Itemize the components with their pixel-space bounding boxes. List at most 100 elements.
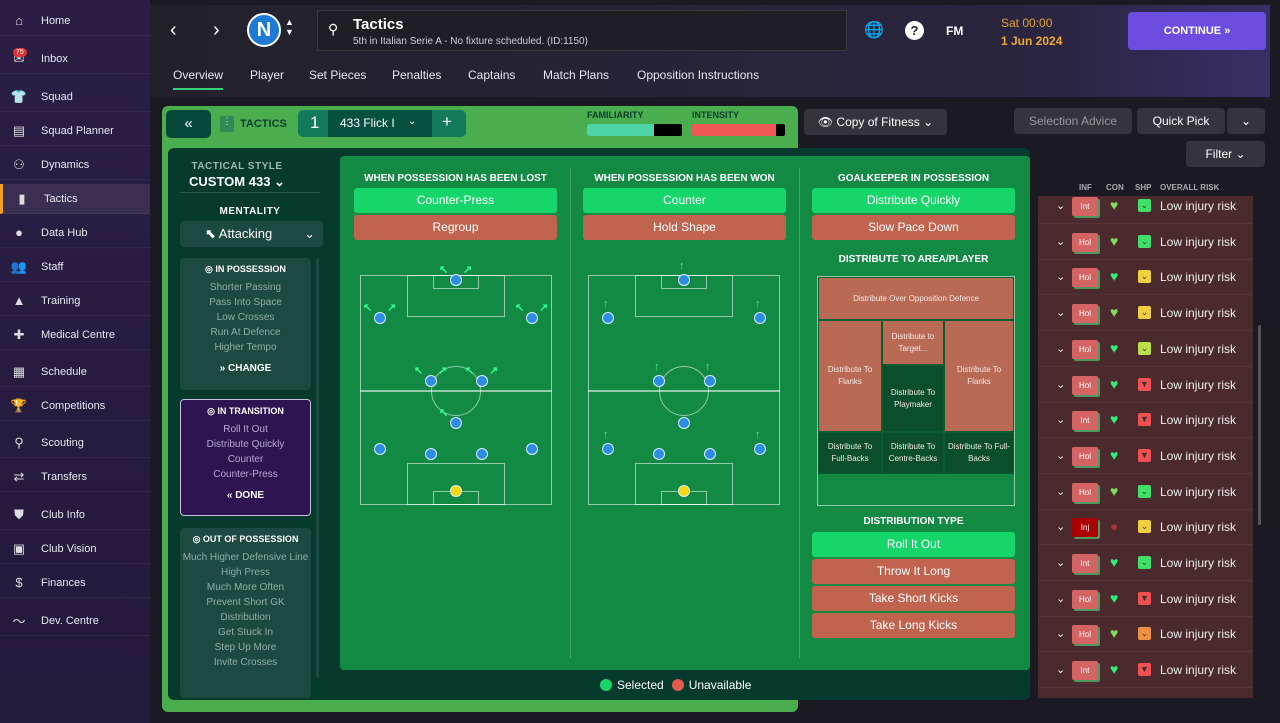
chevron-down-icon[interactable]: ⌄ bbox=[1056, 378, 1066, 391]
sidebar-item-data-hub[interactable]: ● Data Hub bbox=[0, 218, 150, 248]
add-tactic-button[interactable]: + bbox=[442, 112, 452, 131]
tab-match-plans[interactable]: Match Plans bbox=[543, 68, 610, 82]
distribution-type-option[interactable]: Roll It Out bbox=[812, 532, 1015, 557]
tab-set-pieces[interactable]: Set Pieces bbox=[309, 68, 367, 82]
option-hold-shape[interactable]: Hold Shape bbox=[583, 215, 786, 240]
distribution-zone[interactable]: Distribute To Flanks bbox=[818, 320, 882, 432]
selection-advice-button[interactable]: Selection Advice bbox=[1014, 108, 1132, 134]
table-row[interactable]: ⌄ Int ♥ ▼ Low injury risk bbox=[1038, 653, 1253, 689]
tactic-dropdown[interactable]: 433 Flick I ⌄ bbox=[328, 110, 432, 137]
table-row[interactable]: ⌄ Hol ♥ ▼ Low injury risk bbox=[1038, 582, 1253, 617]
in-possession-box[interactable]: ◎ IN POSSESSION Shorter Passing Pass Into … bbox=[180, 258, 311, 390]
table-row[interactable]: ⌄ Int ♥ ⌄ Low injury risk bbox=[1038, 546, 1253, 581]
table-row[interactable]: ⌄ Hol ♥ ⌄ Low injury risk bbox=[1038, 296, 1253, 332]
player-marker bbox=[425, 375, 437, 387]
club-badge[interactable]: N bbox=[247, 13, 281, 47]
option-counter-press[interactable]: Counter-Press bbox=[354, 188, 557, 213]
tab-player[interactable]: Player bbox=[250, 68, 285, 82]
distribution-zone[interactable]: Distribute To Full-Backs bbox=[944, 432, 1014, 474]
sidebar-item-club-vision[interactable]: ▣ Club Vision bbox=[0, 534, 150, 564]
chevron-down-icon[interactable]: ⌄ bbox=[1056, 664, 1066, 677]
help-icon[interactable]: ? bbox=[905, 21, 924, 40]
sidebar-item-club-info[interactable]: ⛊ Club Info bbox=[0, 500, 150, 530]
option-distribute-quickly[interactable]: Distribute Quickly bbox=[812, 188, 1015, 213]
sidebar-item-inbox[interactable]: ✉ 75 Inbox bbox=[0, 44, 150, 74]
search-icon[interactable]: ⚲ bbox=[328, 21, 339, 37]
back-button[interactable]: ‹ bbox=[170, 19, 177, 41]
globe-icon[interactable]: 🌐 bbox=[864, 22, 884, 39]
chevron-down-icon[interactable]: ⌄ bbox=[1056, 307, 1066, 320]
sidebar-item-tactics[interactable]: ▮ Tactics bbox=[0, 184, 150, 214]
in-transition-box[interactable]: ◎ IN TRANSITION Roll It Out Distribute Qui… bbox=[180, 399, 311, 516]
mentality-dropdown[interactable]: ⬉ Attacking ⌄ bbox=[180, 221, 323, 247]
distribution-zone[interactable]: Distribute Over Opposition Defence bbox=[818, 277, 1014, 320]
change-button[interactable]: » CHANGE bbox=[219, 363, 272, 374]
chevron-down-icon[interactable]: ⌄ bbox=[1056, 449, 1066, 462]
table-row[interactable]: ⌄ Hol ♥ ▼ Low injury risk bbox=[1038, 439, 1253, 474]
sidebar-item-finances[interactable]: $ Finances bbox=[0, 568, 150, 598]
fm-menu-button[interactable]: FM bbox=[946, 24, 964, 38]
chevron-down-icon[interactable]: ⌄ bbox=[1056, 628, 1066, 641]
distribution-zone[interactable]: Distribute To Playmaker bbox=[882, 365, 944, 432]
chevron-down-icon[interactable]: ⌄ bbox=[1056, 485, 1066, 498]
chevron-down-icon[interactable]: ⌄ bbox=[1056, 414, 1066, 427]
sidebar-item-training[interactable]: ▲ Training bbox=[0, 286, 150, 316]
sidebar-item-squad-planner[interactable]: ▤ Squad Planner bbox=[0, 116, 150, 146]
table-row[interactable]: ⌄ Hol ♥ ⌄ Low injury risk bbox=[1038, 332, 1253, 367]
forward-button[interactable]: › bbox=[213, 19, 220, 41]
out-of-possession-box[interactable]: ◎ OUT OF POSSESSION Much Higher Defensive… bbox=[180, 528, 311, 698]
table-row[interactable]: ⌄ Hol ♥ ⌄ Low injury risk bbox=[1038, 617, 1253, 653]
tab-opposition-instructions[interactable]: Opposition Instructions bbox=[637, 68, 760, 82]
sidebar-item-medical-centre[interactable]: ✚ Medical Centre bbox=[0, 320, 150, 350]
table-row[interactable]: ⌄ Int ♥ ▼ Low injury risk bbox=[1038, 403, 1253, 439]
option-regroup[interactable]: Regroup bbox=[354, 215, 557, 240]
chevron-down-icon[interactable]: ⌄ bbox=[1056, 235, 1066, 248]
tab-penalties[interactable]: Penalties bbox=[392, 68, 442, 82]
table-row[interactable]: ⌄ Inj ● ⌄ Low injury risk bbox=[1038, 510, 1253, 546]
sidebar-item-home[interactable]: ⌂ Home bbox=[0, 6, 150, 36]
sidebar-item-scouting[interactable]: ⚲ Scouting bbox=[0, 428, 150, 458]
table-row[interactable]: ⌄ Hol ♥ ⌄ Low injury risk bbox=[1038, 225, 1253, 260]
sidebar-item-schedule[interactable]: ▦ Schedule bbox=[0, 357, 150, 387]
chevron-down-icon[interactable]: ⌄ bbox=[1056, 557, 1066, 569]
filter-button[interactable]: Filter ⌄ bbox=[1186, 141, 1265, 167]
club-switch-arrows[interactable]: ▲ ▼ bbox=[285, 17, 294, 37]
quick-pick-button[interactable]: Quick Pick bbox=[1137, 108, 1225, 134]
distribution-type-option[interactable]: Throw It Long bbox=[812, 559, 1015, 584]
tab-overview[interactable]: Overview bbox=[173, 68, 224, 90]
collapse-button[interactable]: « bbox=[166, 110, 211, 138]
option-counter[interactable]: Counter bbox=[583, 188, 786, 213]
chevron-down-icon[interactable]: ⌄ bbox=[1056, 342, 1066, 355]
risk-label: Low injury risk bbox=[1160, 484, 1237, 499]
table-row[interactable]: ⌄ Hol ♥ ▼ Low injury risk bbox=[1038, 368, 1253, 403]
table-row[interactable]: ⌄ Hol ♥ ⌄ Low injury risk bbox=[1038, 260, 1253, 296]
distribution-zone[interactable]: Distribute To Flanks bbox=[944, 320, 1014, 432]
distribution-type-option[interactable]: Take Long Kicks bbox=[812, 613, 1015, 638]
sidebar-item-dev-centre[interactable]: 〜 Dev. Centre bbox=[0, 606, 150, 636]
quick-pick-dropdown[interactable]: ⌄ bbox=[1227, 108, 1265, 134]
sidebar-item-competitions[interactable]: 🏆 Competitions bbox=[0, 391, 150, 421]
tactic-slot[interactable]: 1 bbox=[310, 113, 320, 132]
table-row[interactable]: ⌄ Int ♥ ⌄ Low injury risk bbox=[1038, 196, 1253, 224]
view-selector[interactable]: 👁 Copy of Fitness ⌄ bbox=[804, 109, 947, 135]
tactical-style-dropdown[interactable]: CUSTOM 433 ⌄ bbox=[189, 174, 285, 189]
distribution-type-option[interactable]: Take Short Kicks bbox=[812, 586, 1015, 611]
chevron-down-icon[interactable]: ⌄ bbox=[1056, 271, 1066, 284]
table-row[interactable]: ⌄ Hol ♥ ⌄ Low injury risk bbox=[1038, 475, 1253, 510]
chevron-down-icon[interactable]: ⌄ bbox=[1056, 200, 1066, 212]
sidebar-item-transfers[interactable]: ⇄ Transfers bbox=[0, 462, 150, 492]
left-scrollbar[interactable] bbox=[316, 258, 319, 678]
sidebar-item-dynamics[interactable]: ⚇ Dynamics bbox=[0, 150, 150, 180]
chevron-down-icon[interactable]: ⌄ bbox=[1056, 521, 1066, 534]
done-button[interactable]: « DONE bbox=[226, 490, 265, 501]
table-scrollbar[interactable] bbox=[1258, 325, 1261, 525]
tab-captains[interactable]: Captains bbox=[468, 68, 516, 82]
sidebar-item-staff[interactable]: 👥 Staff bbox=[0, 252, 150, 282]
chevron-down-icon[interactable]: ⌄ bbox=[1056, 592, 1066, 605]
sidebar-item-squad[interactable]: 👕 Squad bbox=[0, 82, 150, 112]
distribution-zone[interactable]: Distribute to Target... bbox=[882, 320, 944, 365]
continue-button[interactable]: CONTINUE » bbox=[1128, 12, 1266, 50]
distribution-zone[interactable]: Distribute To Centre-Backs bbox=[882, 432, 944, 474]
distribution-zone[interactable]: Distribute To Full-Backs bbox=[818, 432, 882, 474]
option-slow-pace-down[interactable]: Slow Pace Down bbox=[812, 215, 1015, 240]
